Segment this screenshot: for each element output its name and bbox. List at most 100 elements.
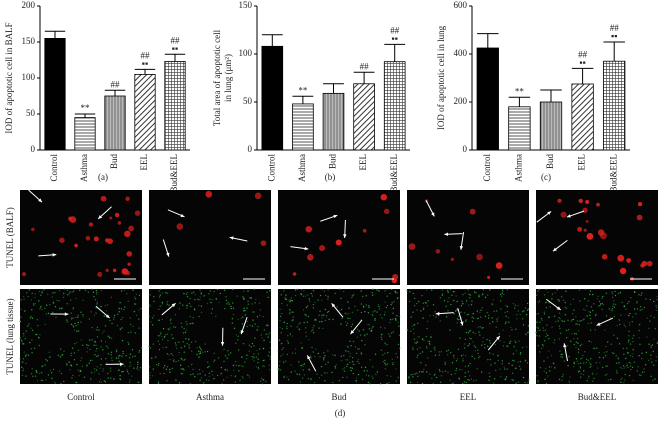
y-tick-label: 150 xyxy=(239,0,253,10)
tissue-signal xyxy=(381,317,382,318)
tissue-signal xyxy=(194,309,195,310)
tissue-signal xyxy=(652,344,653,345)
tissue-signal xyxy=(29,289,30,290)
tissue-signal xyxy=(181,358,182,359)
tissue-signal xyxy=(114,315,115,316)
tissue-signal xyxy=(230,306,231,307)
tissue-signal xyxy=(54,382,55,383)
tissue-signal xyxy=(311,357,312,358)
tissue-signal xyxy=(589,341,590,342)
tissue-signal xyxy=(591,306,592,307)
tissue-signal xyxy=(603,304,604,305)
tissue-signal xyxy=(630,369,631,370)
tissue-signal xyxy=(633,335,634,336)
tissue-signal xyxy=(538,289,539,290)
tissue-signal xyxy=(613,303,614,304)
tissue-signal xyxy=(328,311,329,312)
tissue-signal xyxy=(246,326,247,327)
tissue-signal xyxy=(628,331,629,332)
tissue-signal xyxy=(492,321,493,322)
tissue-signal xyxy=(30,316,31,317)
tissue-signal xyxy=(175,342,176,343)
tissue-signal xyxy=(107,373,108,374)
tissue-signal xyxy=(393,308,394,309)
tissue-signal xyxy=(620,292,621,293)
tissue-signal xyxy=(269,332,270,333)
tissue-signal xyxy=(188,344,189,345)
tissue-signal xyxy=(584,351,585,352)
tissue-signal xyxy=(269,351,270,352)
tissue-signal xyxy=(385,368,386,369)
tissue-signal xyxy=(263,340,264,341)
tissue-signal xyxy=(324,355,325,356)
tissue-signal xyxy=(583,318,584,319)
tissue-signal xyxy=(159,290,160,291)
tissue-signal xyxy=(238,365,239,366)
bar xyxy=(323,93,344,150)
tissue-signal xyxy=(547,357,548,358)
tissue-signal xyxy=(494,378,495,379)
tissue-signal xyxy=(180,368,181,369)
tissue-signal xyxy=(71,324,72,325)
tissue-signal xyxy=(311,330,312,331)
tissue-signal xyxy=(205,343,206,344)
tissue-signal xyxy=(23,333,24,334)
tissue-signal xyxy=(477,353,478,354)
tissue-signal xyxy=(201,292,202,293)
tissue-signal xyxy=(289,301,290,302)
y-axis-label: in lung (μm²) xyxy=(223,54,233,102)
tissue-signal xyxy=(108,353,109,354)
tissue-signal xyxy=(345,313,346,314)
tissue-signal xyxy=(587,315,588,316)
tissue-signal xyxy=(539,335,540,336)
tissue-signal xyxy=(640,295,641,296)
tissue-signal xyxy=(629,324,630,325)
tissue-signal xyxy=(653,339,654,340)
tissue-signal xyxy=(611,344,612,345)
tissue-signal xyxy=(612,308,613,309)
tissue-signal xyxy=(464,343,465,344)
tissue-signal xyxy=(268,355,269,356)
tissue-signal xyxy=(541,318,542,319)
tissue-signal xyxy=(73,326,74,327)
tissue-signal xyxy=(128,300,129,301)
micrograph xyxy=(278,289,400,384)
tissue-signal xyxy=(128,332,129,333)
tissue-signal xyxy=(76,364,77,365)
tissue-signal xyxy=(262,383,263,384)
tissue-signal xyxy=(327,312,328,313)
tissue-signal xyxy=(395,318,396,319)
tissue-signal xyxy=(547,375,548,376)
tissue-signal xyxy=(466,332,467,333)
tissue-signal xyxy=(397,357,398,358)
tissue-signal xyxy=(326,316,327,317)
tissue-signal xyxy=(167,303,168,304)
tissue-signal xyxy=(496,326,497,327)
tissue-signal xyxy=(286,326,287,327)
tissue-signal xyxy=(352,361,353,362)
tissue-signal xyxy=(551,366,552,367)
tissue-signal xyxy=(656,356,657,357)
tissue-signal xyxy=(105,381,106,382)
tissue-signal xyxy=(510,327,511,328)
tissue-signal xyxy=(72,375,73,376)
tissue-signal xyxy=(434,374,435,375)
tissue-signal xyxy=(131,375,132,376)
tissue-signal xyxy=(88,345,89,346)
tissue-signal xyxy=(267,336,268,337)
tissue-signal xyxy=(462,383,463,384)
tissue-signal xyxy=(261,377,262,378)
tissue-signal xyxy=(111,297,112,298)
tissue-signal xyxy=(599,362,600,363)
tissue-signal xyxy=(122,351,123,352)
tissue-signal xyxy=(387,352,388,353)
tissue-signal xyxy=(308,339,309,340)
tissue-signal xyxy=(283,376,284,377)
tissue-signal xyxy=(439,371,440,372)
panel-label: (b) xyxy=(325,172,336,182)
tissue-signal xyxy=(470,338,471,339)
tissue-signal xyxy=(352,367,353,368)
tissue-signal xyxy=(297,326,298,327)
tissue-signal xyxy=(149,316,150,317)
tissue-signal xyxy=(527,382,528,383)
